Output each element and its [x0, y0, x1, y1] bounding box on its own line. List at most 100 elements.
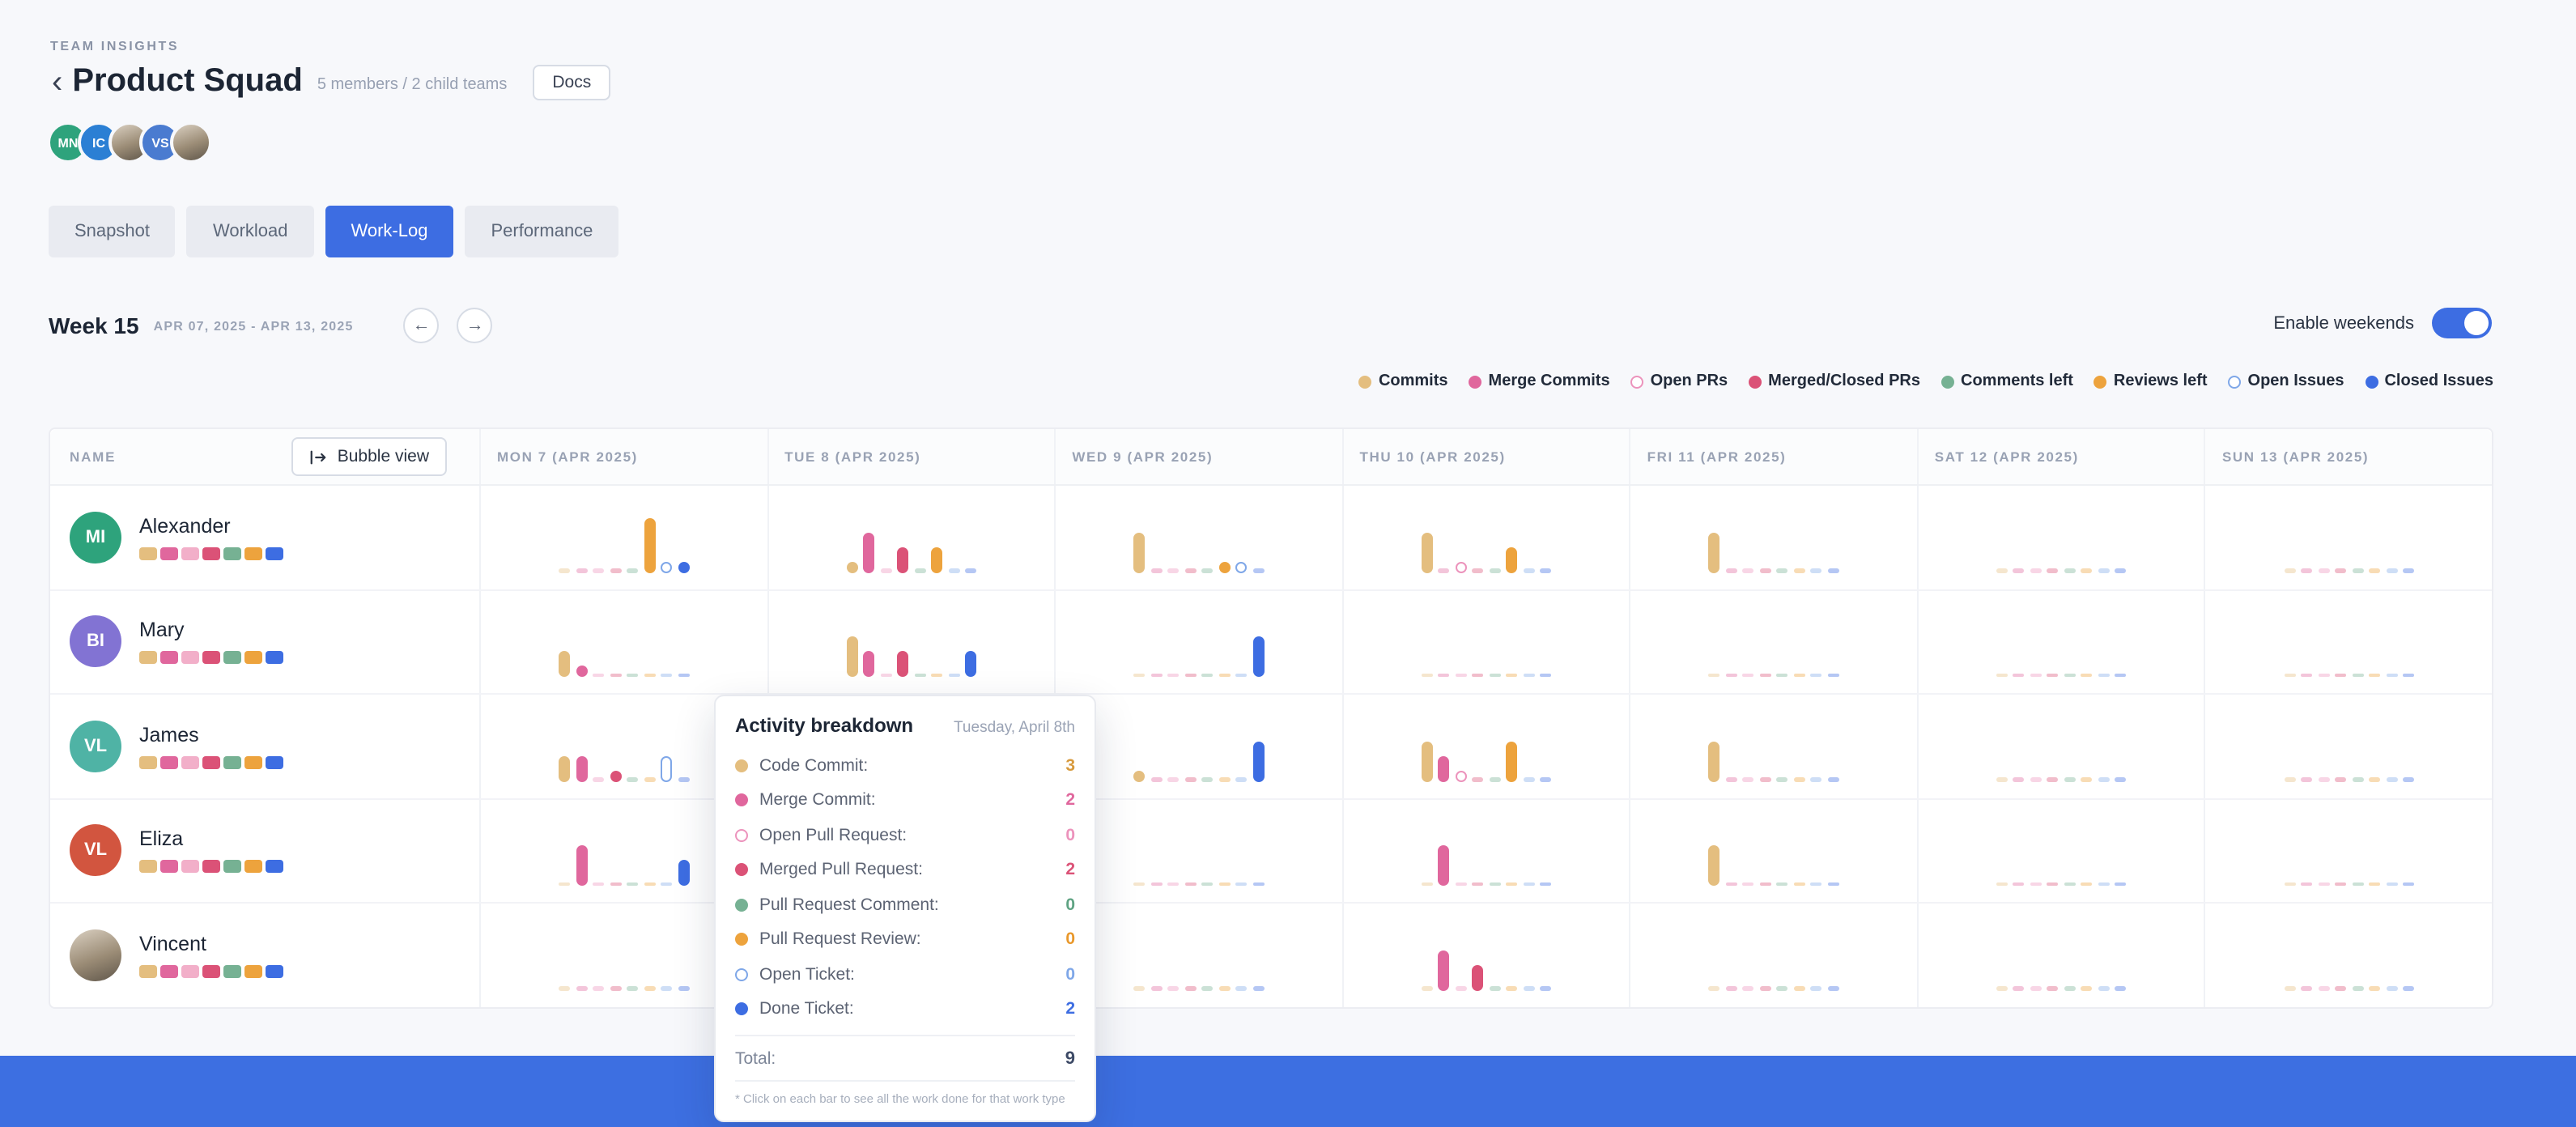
table-header-row: NAME Bubble view MON 7 (APR 2025) TUE 8 (…	[50, 429, 2492, 486]
merge-commits-bar[interactable]	[863, 651, 875, 677]
activity-breakdown-tooltip: Activity breakdown Tuesday, April 8th Co…	[714, 695, 1096, 1122]
legend-item-reviews[interactable]: Reviews left	[2094, 372, 2208, 390]
merge-commits-zero-dash	[2301, 986, 2312, 990]
commits-bar[interactable]	[846, 636, 858, 677]
legend-item-commits[interactable]: Commits	[1358, 372, 1448, 390]
commits-bar[interactable]	[846, 561, 858, 572]
closed-issues-zero-dash	[2115, 673, 2127, 677]
weekend-toggle-switch[interactable]	[2432, 308, 2492, 338]
commits-bar[interactable]	[559, 755, 571, 781]
tab-work-log[interactable]: Work-Log	[325, 206, 454, 257]
closed-issues-bar[interactable]	[1252, 741, 1265, 781]
closed-issues-bar[interactable]	[678, 561, 690, 572]
legend-item-open-issues[interactable]: Open Issues	[2228, 372, 2344, 390]
merge-commits-bar[interactable]	[1438, 755, 1450, 781]
tab-workload[interactable]: Workload	[186, 206, 314, 257]
open-prs-bar[interactable]	[1455, 561, 1467, 572]
bubble-view-button[interactable]: Bubble view	[291, 437, 447, 476]
commits-bar[interactable]	[1421, 741, 1433, 781]
reviews-bar[interactable]	[1506, 741, 1518, 781]
previous-week-button[interactable]: ←	[403, 308, 440, 343]
merged-prs-zero-dash	[1184, 568, 1197, 572]
member-photo-avatar[interactable]	[170, 121, 212, 164]
closed-issues-zero-dash	[1540, 777, 1552, 781]
commits-bar[interactable]	[1133, 532, 1146, 572]
merged-prs-bar[interactable]	[897, 651, 909, 677]
merge-commits-bar[interactable]	[576, 845, 588, 886]
reviews-bar[interactable]	[644, 517, 656, 572]
docs-button[interactable]: Docs	[533, 64, 611, 100]
commits-bar[interactable]	[559, 651, 571, 677]
merge-commits-bar[interactable]	[576, 755, 588, 781]
team-meta: 5 members / 2 child teams	[317, 76, 508, 94]
merge-commits-zero-dash	[1150, 882, 1163, 886]
closed-issues-zero-dash	[1827, 673, 1839, 677]
tooltip-row-value: 0	[1065, 964, 1075, 985]
merged-prs-bar[interactable]	[610, 770, 622, 781]
open-issues-zero-dash	[1810, 568, 1822, 572]
back-chevron-icon[interactable]: ‹	[45, 66, 69, 98]
reviews-bar[interactable]	[1506, 546, 1518, 572]
member-cell: BI Mary	[50, 590, 479, 693]
open-issues-zero-dash	[661, 882, 673, 886]
commits-bar[interactable]	[1708, 845, 1720, 886]
tab-performance[interactable]: Performance	[465, 206, 619, 257]
open-issues-bar[interactable]	[1235, 561, 1248, 572]
open-issues-bar[interactable]	[661, 755, 673, 781]
view-tabs: Snapshot Workload Work-Log Performance	[49, 206, 619, 257]
closed-issues-zero-dash	[2115, 568, 2127, 572]
legend-item-comments[interactable]: Comments left	[1941, 372, 2073, 390]
commits-zero-dash	[1133, 673, 1146, 677]
open-issues-bar[interactable]	[661, 561, 673, 572]
merge-commits-bar[interactable]	[863, 532, 875, 572]
commits-bar[interactable]	[1133, 770, 1146, 781]
legend-label: Reviews left	[2113, 372, 2208, 390]
day-column-header: SAT 12 (APR 2025)	[1916, 429, 2204, 484]
merged-prs-bar[interactable]	[897, 546, 909, 572]
next-week-button[interactable]: →	[457, 308, 493, 343]
merged-prs-bar[interactable]	[1472, 964, 1484, 990]
commits-bar[interactable]	[1421, 532, 1433, 572]
reviews-zero-dash	[1218, 882, 1231, 886]
reviews-bar[interactable]	[931, 546, 943, 572]
legend-item-merged-prs[interactable]: Merged/Closed PRs	[1749, 372, 1920, 390]
open-prs-zero-dash	[1742, 673, 1754, 677]
open-prs-zero-dash	[2030, 777, 2042, 781]
closed-issues-bar[interactable]	[1252, 636, 1265, 677]
commits-bar[interactable]	[1708, 532, 1720, 572]
commits-bar[interactable]	[1708, 741, 1720, 781]
open-prs-bar[interactable]	[1455, 770, 1467, 781]
day-cell	[1916, 486, 2204, 589]
legend-item-open-prs[interactable]: Open PRs	[1630, 372, 1728, 390]
reviews-tooltip-dot-icon	[735, 933, 748, 946]
merged-prs-zero-dash	[2047, 777, 2059, 781]
merged-prs-zero-dash	[1759, 777, 1771, 781]
merge-commits-bar[interactable]	[1438, 950, 1450, 990]
open-issues-zero-dash	[661, 986, 673, 990]
member-name: Vincent	[139, 932, 206, 955]
reviews-zero-dash	[2369, 882, 2380, 886]
legend-item-merge-commits[interactable]: Merge Commits	[1469, 372, 1610, 390]
merge-commits-bar[interactable]	[576, 666, 588, 677]
closed-issues-zero-dash	[1252, 986, 1265, 990]
reviews-bar[interactable]	[1218, 561, 1231, 572]
closed-issues-bar[interactable]	[965, 651, 977, 677]
merged-prs-zero-dash	[1472, 568, 1484, 572]
comments-zero-dash	[2352, 568, 2363, 572]
closed-issues-bar[interactable]	[678, 860, 690, 886]
tooltip-row: Open Pull Request: 0	[735, 818, 1075, 853]
merge-commits-zero-dash	[1150, 986, 1163, 990]
open-issues-zero-dash	[2386, 882, 2397, 886]
table-row: VL Eliza	[50, 799, 2492, 904]
comments-zero-dash	[627, 882, 639, 886]
open-prs-zero-dash	[880, 568, 892, 572]
open-issues-zero-dash	[1523, 673, 1535, 677]
distribution-segment	[139, 651, 157, 665]
tab-snapshot[interactable]: Snapshot	[49, 206, 176, 257]
open-prs-zero-dash	[1455, 673, 1467, 677]
legend-item-closed-issues[interactable]: Closed Issues	[2365, 372, 2493, 390]
day-cell	[479, 590, 767, 693]
open-issues-zero-dash	[1235, 986, 1248, 990]
comments-zero-dash	[1776, 568, 1788, 572]
merge-commits-bar[interactable]	[1438, 845, 1450, 886]
